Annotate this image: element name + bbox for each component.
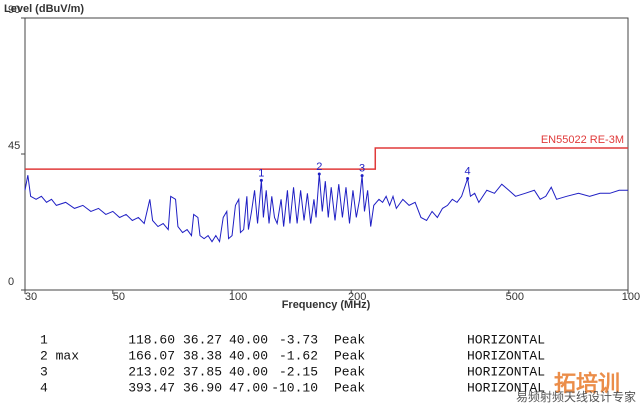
x-tick-label: 30 xyxy=(25,291,37,303)
series-line xyxy=(24,173,628,244)
marker-label: 3 xyxy=(359,163,365,175)
marker xyxy=(466,176,470,180)
table-cell: 2 max xyxy=(40,348,79,363)
x-axis-label: Frequency (MHz) xyxy=(282,299,371,311)
table-cell: 40.00 xyxy=(229,348,268,363)
watermark-tagline: 易频射频天线设计专家 xyxy=(516,389,636,404)
legend-label: EN55022 RE-3M xyxy=(541,134,624,146)
marker xyxy=(317,172,321,176)
table-cell: Peak xyxy=(334,364,365,379)
table-cell: 3 xyxy=(40,364,48,379)
x-tick-label: 50 xyxy=(113,291,125,303)
series-line xyxy=(25,147,628,170)
table-cell: 47.00 xyxy=(229,380,268,395)
table-cell: 40.00 xyxy=(229,364,268,379)
table-cell: 118.60 xyxy=(128,332,175,347)
table-cell: 4 xyxy=(40,380,48,395)
table-cell: 1 xyxy=(40,332,48,347)
table-cell: 38.38 xyxy=(183,348,222,363)
table-cell: HORIZONTAL xyxy=(467,380,545,395)
x-tick-label: 100 xyxy=(229,291,247,303)
watermark-brand: 拓培训 xyxy=(554,371,620,396)
y-axis-label: Level (dBuV/m) xyxy=(4,3,84,15)
y-tick-label: 45 xyxy=(8,140,20,152)
table-cell: 37.85 xyxy=(183,364,222,379)
table-cell: HORIZONTAL xyxy=(467,364,545,379)
table-cell: 166.07 xyxy=(128,348,175,363)
table-cell: 36.27 xyxy=(183,332,222,347)
marker xyxy=(360,174,364,178)
marker-label: 4 xyxy=(465,165,471,177)
marker-label: 1 xyxy=(258,167,264,179)
table-cell: 36.90 xyxy=(183,380,222,395)
x-tick-label: 1000 xyxy=(622,291,640,303)
x-tick-label: 200 xyxy=(348,291,366,303)
table-cell: Peak xyxy=(334,380,365,395)
table-cell: HORIZONTAL xyxy=(467,348,545,363)
table-cell: HORIZONTAL xyxy=(467,332,545,347)
table-cell: -3.73 xyxy=(279,332,318,347)
marker xyxy=(259,178,263,182)
y-tick-label: 90 xyxy=(8,4,20,16)
table-cell: -10.10 xyxy=(271,380,318,395)
table-cell: 393.47 xyxy=(128,380,175,395)
table-cell: 40.00 xyxy=(229,332,268,347)
table-cell: 213.02 xyxy=(128,364,175,379)
y-tick-label: 0 xyxy=(8,276,14,288)
table-cell: Peak xyxy=(334,348,365,363)
table-cell: -2.15 xyxy=(279,364,318,379)
x-tick-label: 500 xyxy=(506,291,524,303)
table-cell: Peak xyxy=(334,332,365,347)
table-cell: -1.62 xyxy=(279,348,318,363)
plot-frame xyxy=(24,17,629,291)
marker-label: 2 xyxy=(316,161,322,173)
